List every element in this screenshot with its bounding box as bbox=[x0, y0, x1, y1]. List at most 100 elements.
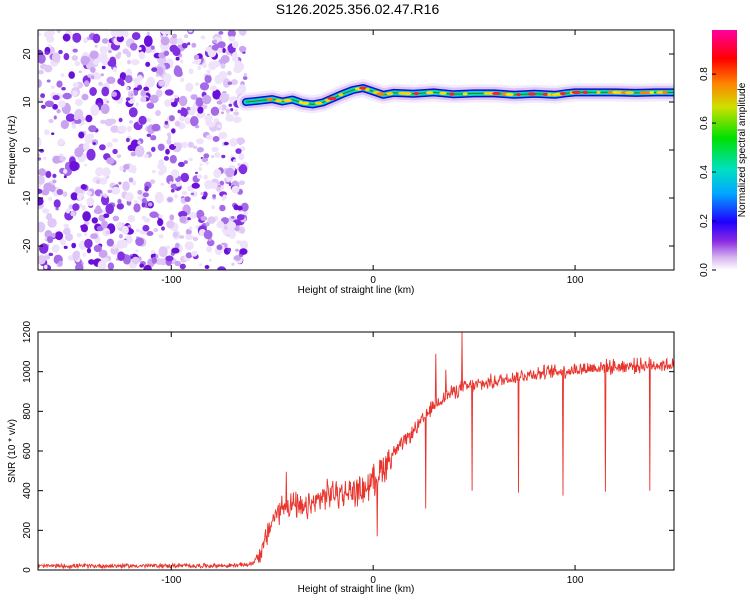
spectrogram-noise-blob bbox=[127, 144, 135, 151]
spectrogram-noise-blob bbox=[117, 198, 122, 205]
spectrogram-noise-blob bbox=[75, 263, 84, 270]
spectrogram-noise-blob bbox=[143, 86, 150, 92]
spectrogram-noise-blob bbox=[212, 89, 221, 100]
spectrogram-y-tick-label: 0 bbox=[22, 147, 33, 153]
spectrogram-noise-blob bbox=[243, 211, 248, 216]
spectrogram-noise-blob bbox=[190, 116, 199, 127]
spectrogram-noise-blob bbox=[43, 31, 51, 38]
spectrogram-noise-blob bbox=[139, 263, 145, 268]
spectrogram-noise-blob bbox=[216, 100, 223, 105]
spectrogram-noise-blob bbox=[212, 136, 220, 142]
spectrogram-noise-blob bbox=[90, 75, 95, 80]
spectrogram-noise-blob bbox=[84, 238, 93, 249]
spectrogram-noise-blob bbox=[111, 91, 117, 97]
spectrogram-noise-blob bbox=[116, 222, 123, 229]
snr-x-tick-label: 100 bbox=[567, 575, 584, 586]
spectrogram-noise-blob bbox=[58, 49, 63, 55]
spectrogram-noise-blob bbox=[116, 203, 125, 210]
spectrogram-noise-blob bbox=[145, 81, 150, 88]
spectrogram-noise-blob bbox=[62, 33, 71, 42]
spectrogram-noise-blob bbox=[88, 125, 97, 133]
spectrogram-noise-blob bbox=[131, 59, 140, 66]
spectrogram-noise-blob bbox=[146, 102, 154, 109]
spectrogram-noise-blob bbox=[131, 32, 141, 41]
spectrogram-noise-blob bbox=[149, 211, 159, 218]
spectrogram-noise-blob bbox=[166, 138, 172, 145]
spectrogram-noise-blob bbox=[190, 94, 198, 100]
spectrogram-noise-blob bbox=[90, 66, 96, 73]
spectrogram-track-peak bbox=[559, 92, 567, 96]
spectrogram-noise-blob bbox=[133, 203, 141, 213]
spectrogram-noise-blob bbox=[100, 119, 106, 124]
spectrogram-track-peak bbox=[275, 99, 283, 103]
spectrogram-noise-blob bbox=[71, 124, 77, 129]
spectrogram-x-tick-label: 100 bbox=[567, 275, 584, 286]
spectrogram-noise-blob bbox=[188, 226, 193, 231]
spectrogram-noise-blob bbox=[38, 168, 47, 177]
snr-y-axis-title: SNR (10 * v/v) bbox=[7, 419, 18, 483]
spectrogram-noise-blob bbox=[53, 115, 57, 120]
spectrogram-noise-blob bbox=[192, 145, 198, 149]
spectrogram-noise-blob bbox=[231, 52, 238, 59]
spectrogram-noise-blob bbox=[38, 197, 44, 206]
spectrogram-noise-blob bbox=[127, 59, 131, 65]
colorbar-title: Normalized spectral amplitude bbox=[737, 82, 748, 217]
spectrogram-noise-blob bbox=[222, 78, 231, 88]
spectrogram-noise-blob bbox=[51, 244, 60, 253]
spectrogram-noise-blob bbox=[116, 35, 125, 43]
spectrogram-track-peak bbox=[314, 101, 323, 105]
spectrogram-track-peak bbox=[426, 91, 434, 95]
colorbar-tick-label: 0.4 bbox=[699, 165, 710, 179]
spectrogram-noise-blob bbox=[130, 93, 134, 96]
spectrogram-noise-blob bbox=[227, 247, 231, 252]
spectrogram-noise-blob bbox=[206, 246, 213, 253]
spectrogram-noise-blob bbox=[203, 153, 210, 159]
spectrogram-noise-blob bbox=[70, 211, 76, 217]
spectrogram-noise-blob bbox=[103, 98, 108, 102]
spectrogram-noise-blob bbox=[47, 218, 57, 228]
snr-y-tick-label: 1000 bbox=[22, 360, 33, 383]
spectrogram-noise-blob bbox=[163, 156, 169, 161]
spectrogram-noise-blob bbox=[141, 197, 147, 204]
spectrogram-noise-blob bbox=[174, 94, 179, 99]
spectrogram-noise-blob bbox=[145, 61, 151, 67]
spectrogram-track-peak bbox=[327, 96, 337, 101]
spectrogram-noise-blob bbox=[238, 164, 248, 175]
spectrogram-noise-blob bbox=[239, 48, 244, 53]
spectrogram-noise-blob bbox=[112, 215, 120, 222]
spectrogram-noise-blob bbox=[203, 174, 208, 180]
spectrogram-noise-blob bbox=[147, 202, 153, 207]
spectrogram-noise-blob bbox=[164, 99, 172, 107]
spectrogram-noise-blob bbox=[239, 240, 249, 250]
spectrogram-noise-blob bbox=[176, 37, 183, 45]
spectrogram-noise-blob bbox=[106, 157, 115, 165]
spectrogram-noise-blob bbox=[179, 59, 184, 64]
spectrogram-noise-blob bbox=[65, 208, 71, 214]
snr-x-tick-label: -100 bbox=[161, 575, 181, 586]
spectrogram-noise-blob bbox=[171, 128, 176, 134]
spectrogram-track-peak bbox=[386, 92, 394, 96]
spectrogram-noise-blob bbox=[71, 242, 77, 249]
spectrogram-noise-blob bbox=[150, 45, 155, 50]
spectrogram-noise-blob bbox=[227, 81, 233, 85]
spectrogram-noise-blob bbox=[165, 255, 174, 262]
spectrogram-noise-blob bbox=[205, 46, 214, 53]
snr-y-tick-label: 600 bbox=[22, 442, 33, 459]
spectrogram-noise-blob bbox=[86, 197, 95, 207]
spectrogram-track-peak bbox=[266, 97, 273, 101]
spectrogram-noise-blob bbox=[199, 263, 203, 267]
spectrogram-noise-blob bbox=[127, 214, 136, 223]
spectrogram-noise-blob bbox=[218, 31, 224, 35]
spectrogram-noise-blob bbox=[90, 233, 99, 240]
spectrogram-track-peak bbox=[505, 92, 514, 97]
spectrogram-noise-blob bbox=[239, 248, 248, 255]
spectrogram-noise-blob bbox=[137, 140, 141, 145]
spectrogram-noise-blob bbox=[158, 246, 168, 258]
spectrogram-noise-blob bbox=[105, 203, 114, 215]
page-title: S126.2025.356.02.47.R16 bbox=[275, 1, 440, 17]
spectrogram-noise-blob bbox=[38, 69, 44, 75]
spectrogram-noise-blob bbox=[44, 238, 48, 242]
spectrogram-noise-blob bbox=[213, 60, 221, 68]
spectrogram-noise-blob bbox=[109, 56, 117, 65]
spectrogram-noise-blob bbox=[38, 97, 44, 103]
